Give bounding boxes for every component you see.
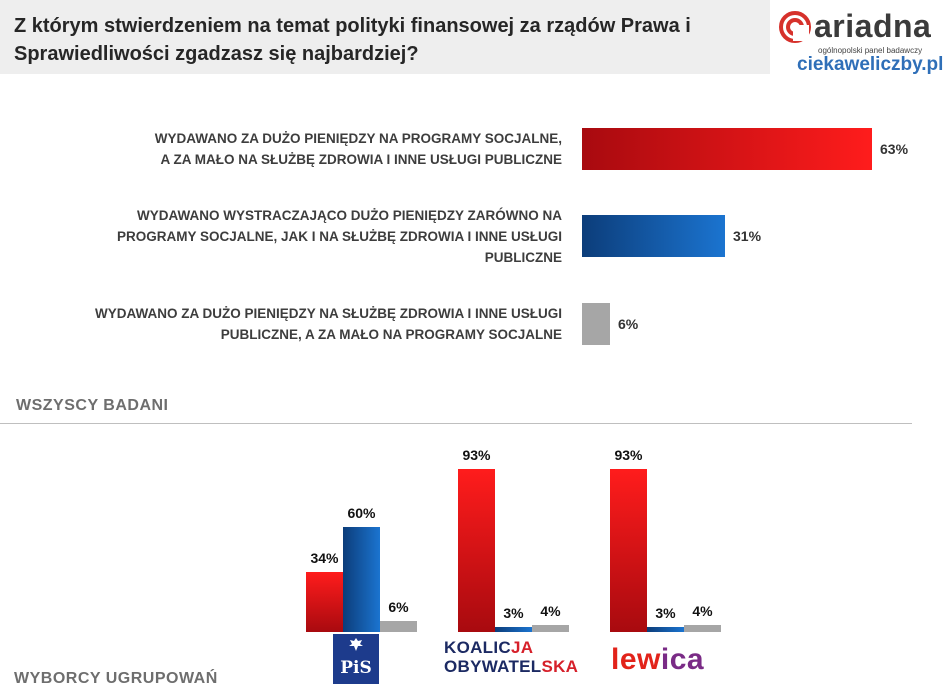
label-pis-blue: 60% [347,505,376,521]
hbar-label-1-line-2: A ZA MAŁO NA SŁUŻBĘ ZDROWIA I INNE USŁUG… [160,152,562,167]
label-ko-blue: 3% [503,605,524,621]
pis-logo-text: PiS [340,658,372,678]
label-ko-red: 93% [462,447,491,463]
bar-pis-red [306,572,343,632]
ko-logo: KOALICJA OBYWATELSKA [444,638,578,676]
hbar-label-3: WYDAWANO ZA DUŻO PIENIĘDZY NA SŁUŻBĘ ZDR… [95,303,562,345]
ariadna-logo: ariadna ogólnopolski panel badawczy [778,8,940,78]
ko-logo-part-4: SKA [541,657,579,676]
hbar-1-value: 63% [880,141,909,157]
bar-pis-blue [343,527,380,632]
bar-lewica-gray [684,625,721,632]
bar-lewica-red [610,469,647,632]
logo-text: ariadna [814,8,932,44]
question-line-1: Z którym stwierdzeniem na temat polityki… [14,15,691,37]
hbar-label-2: WYDAWANO WYSTRACZAJĄCO DUŻO PIENIĘDZY ZA… [117,205,562,268]
ko-logo-line-2: OBYWATELSKA [444,657,578,676]
ko-logo-line-1: KOALICJA [444,638,578,657]
bar-pis-gray [380,621,417,632]
question-line-2: Sprawiedliwości zgadzasz się najbardziej… [14,43,419,65]
label-pis-gray: 6% [388,599,409,615]
divider [0,423,912,424]
hbar-label-3-line-1: WYDAWANO ZA DUŻO PIENIĘDZY NA SŁUŻBĘ ZDR… [94,306,562,321]
hbar-label-3-line-2: PUBLICZNE, A ZA MAŁO NA PROGRAMY SOCJALN… [220,327,562,342]
bar-ko-blue [495,627,532,632]
hbar-1 [582,128,872,170]
hbar-label-2-line-3: PUBLICZNE [484,250,562,265]
eagle-icon [349,638,363,651]
logo-subtitle: ogólnopolski panel badawczy [818,46,923,55]
header-band [0,0,770,74]
site-url: ciekaweliczby.pl [797,54,944,75]
lewica-logo: lewica [611,643,704,677]
label-lewica-blue: 3% [655,605,676,621]
ko-logo-part-1: KOALIC [444,638,511,657]
ko-logo-part-3: OBYWATEL [444,657,542,676]
lewica-logo-part-2: ica [660,643,705,676]
hbar-3-value: 6% [618,316,639,332]
hbar-label-2-line-1: WYDAWANO WYSTRACZAJĄCO DUŻO PIENIĘDZY ZA… [137,208,562,223]
hbar-label-1-line-1: WYDAWANO ZA DUŻO PIENIĘDZY NA PROGRAMY S… [154,131,562,146]
section-all-respondents: WSZYSCY BADANI [16,397,169,414]
bar-ko-red [458,469,495,632]
question-title: Z którym stwierdzeniem na temat polityki… [14,12,764,68]
hbar-2 [582,215,725,257]
label-lewica-gray: 4% [692,603,713,619]
hbar-label-1: WYDAWANO ZA DUŻO PIENIĘDZY NA PROGRAMY S… [155,128,562,170]
bar-lewica-blue [647,627,684,632]
bar-ko-gray [532,625,569,632]
section-party-voters: WYBORCY UGRUPOWAŃ [14,670,218,687]
ariadna-mark-icon [779,11,811,43]
label-pis-red: 34% [310,550,339,566]
hbar-3 [582,303,610,345]
pis-logo: PiS [333,634,379,684]
label-ko-gray: 4% [540,603,561,619]
ko-logo-part-2: JA [510,638,534,657]
hbar-label-2-line-2: PROGRAMY SOCJALNE, JAK I NA SŁUŻBĘ ZDROW… [116,229,562,244]
lewica-logo-part-1: lew [611,643,661,676]
hbar-2-value: 31% [733,228,762,244]
label-lewica-red: 93% [614,447,643,463]
